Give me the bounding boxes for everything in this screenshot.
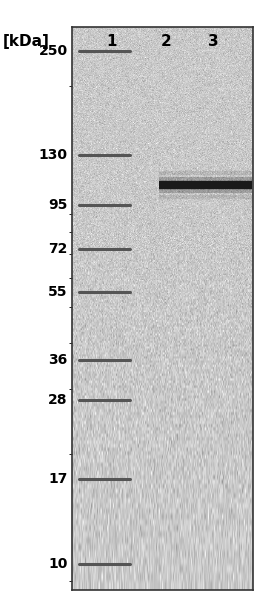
Text: 72: 72 [48,242,68,256]
Text: [kDa]: [kDa] [3,34,49,49]
Text: 36: 36 [49,353,68,367]
Text: 1: 1 [106,34,117,49]
Text: 17: 17 [48,473,68,486]
Text: 10: 10 [48,557,68,571]
Text: 28: 28 [48,393,68,407]
Text: 130: 130 [39,148,68,162]
Text: 250: 250 [39,44,68,58]
Text: 55: 55 [48,285,68,299]
Text: 3: 3 [208,34,219,49]
Text: 95: 95 [48,198,68,212]
Text: 2: 2 [161,34,172,49]
